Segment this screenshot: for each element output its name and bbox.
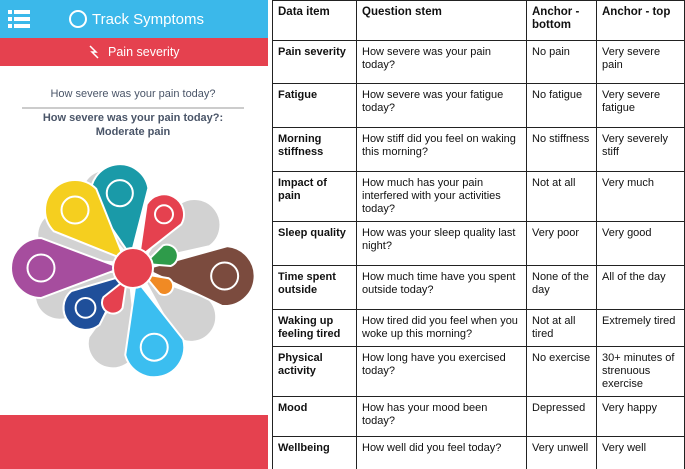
table-row: Pain severity How severe was your pain to… bbox=[272, 40, 685, 84]
table-cell: Depressed bbox=[526, 396, 597, 437]
petal-icon bbox=[60, 195, 90, 225]
header-cell: Anchor - top bbox=[596, 0, 685, 41]
table-row: Sleep quality How was your sleep quality … bbox=[272, 221, 685, 266]
petal[interactable] bbox=[124, 277, 186, 379]
logo-icon bbox=[69, 10, 87, 28]
table-cell: No fatigue bbox=[526, 83, 597, 128]
petal-icon bbox=[139, 332, 169, 362]
table-cell: Impact of pain bbox=[272, 171, 357, 222]
table-cell: How long have you exercised today? bbox=[356, 346, 527, 397]
table-cell: Very much bbox=[596, 171, 685, 222]
header-cell: Data item bbox=[272, 0, 357, 41]
table-cell: No pain bbox=[526, 40, 597, 84]
table-cell: None of the day bbox=[526, 265, 597, 310]
phone-screen: Track Symptoms Pain severity How severe … bbox=[0, 0, 268, 469]
table-cell: How has your mood been today? bbox=[356, 396, 527, 437]
table-cell: Sleep quality bbox=[272, 221, 357, 266]
table-cell: Waking up feeling tired bbox=[272, 309, 357, 347]
table-cell: How was your sleep quality last night? bbox=[356, 221, 527, 266]
section-title: Pain severity bbox=[108, 45, 180, 59]
menu-icon[interactable] bbox=[8, 10, 30, 28]
table-cell: Pain severity bbox=[272, 40, 357, 84]
table-cell: How tired did you feel when you woke up … bbox=[356, 309, 527, 347]
table-cell: Very happy bbox=[596, 396, 685, 437]
table-row: Wellbeing How well did you feel today? Ver… bbox=[272, 436, 685, 469]
table-row: Physical activity How long have you exerc… bbox=[272, 346, 685, 397]
table-row: Waking up feeling tired How tired did you… bbox=[272, 309, 685, 347]
bottom-bar bbox=[0, 415, 268, 469]
table-row: Mood How has your mood been today? Depress… bbox=[272, 396, 685, 437]
petal[interactable] bbox=[140, 272, 175, 296]
table-cell: No exercise bbox=[526, 346, 597, 397]
petal[interactable] bbox=[10, 236, 124, 300]
header-cell: Anchor - bottom bbox=[526, 0, 597, 41]
table-row: Impact of pain How much has your pain int… bbox=[272, 171, 685, 222]
table-cell: All of the day bbox=[596, 265, 685, 310]
table-cell: How severe was your pain today? bbox=[356, 40, 527, 84]
petal-icon bbox=[26, 253, 56, 283]
table-cell: No stiffness bbox=[526, 127, 597, 172]
table-cell: Mood bbox=[272, 396, 357, 437]
table-cell: Time spent outside bbox=[272, 265, 357, 310]
table-cell: Very severely stiff bbox=[596, 127, 685, 172]
petal-icon bbox=[74, 296, 97, 319]
table-cell: Not at all tired bbox=[526, 309, 597, 347]
data-table: Data item Question stem Anchor - bottom Anc… bbox=[272, 0, 685, 469]
petal-icon bbox=[154, 204, 174, 225]
table-cell: Fatigue bbox=[272, 83, 357, 128]
table-cell: Very good bbox=[596, 221, 685, 266]
pain-icon bbox=[89, 45, 99, 59]
table-cell: How well did you feel today? bbox=[356, 436, 527, 469]
table-row: Fatigue How severe was your fatigue today… bbox=[272, 83, 685, 128]
header-cell: Question stem bbox=[356, 0, 527, 41]
app-title: Track Symptoms bbox=[92, 11, 204, 28]
petal[interactable] bbox=[142, 245, 256, 307]
table-cell: Very severe pain bbox=[596, 40, 685, 84]
table-cell: Morning stiffness bbox=[272, 127, 357, 172]
flower-center bbox=[112, 247, 154, 289]
table-cell: How severe was your fatigue today? bbox=[356, 83, 527, 128]
table-cell: Very well bbox=[596, 436, 685, 469]
symptom-flower bbox=[10, 163, 256, 379]
answer-text: Moderate pain bbox=[96, 126, 171, 138]
table-cell: Physical activity bbox=[272, 346, 357, 397]
top-bar bbox=[0, 0, 268, 38]
table-cell: How stiff did you feel on waking this mo… bbox=[356, 127, 527, 172]
table-cell: How much has your pain interfered with y… bbox=[356, 171, 527, 222]
table-cell: 30+ minutes of strenuous exercise bbox=[596, 346, 685, 397]
header-row: Data item Question stem Anchor - bottom Anc… bbox=[272, 0, 685, 41]
answer-prompt: How severe was your pain today?: bbox=[43, 112, 223, 124]
table-row: Time spent outside How much time have you… bbox=[272, 265, 685, 310]
table-cell: Very poor bbox=[526, 221, 597, 266]
table-cell: Not at all bbox=[526, 171, 597, 222]
table-cell: Very unwell bbox=[526, 436, 597, 469]
petal[interactable] bbox=[101, 276, 129, 315]
table-cell: How much time have you spent outside tod… bbox=[356, 265, 527, 310]
petal-icon bbox=[210, 261, 240, 291]
table-cell: Wellbeing bbox=[272, 436, 357, 469]
app-view: Track Symptoms Pain severity How severe … bbox=[0, 0, 268, 469]
petal-icon bbox=[105, 179, 134, 208]
table-row: Morning stiffness How stiff did you feel … bbox=[272, 127, 685, 172]
table-cell: Extremely tired bbox=[596, 309, 685, 347]
question-text: How severe was your pain today? bbox=[50, 88, 215, 100]
section-bar bbox=[0, 38, 268, 66]
table-cell: Very severe fatigue bbox=[596, 83, 685, 128]
